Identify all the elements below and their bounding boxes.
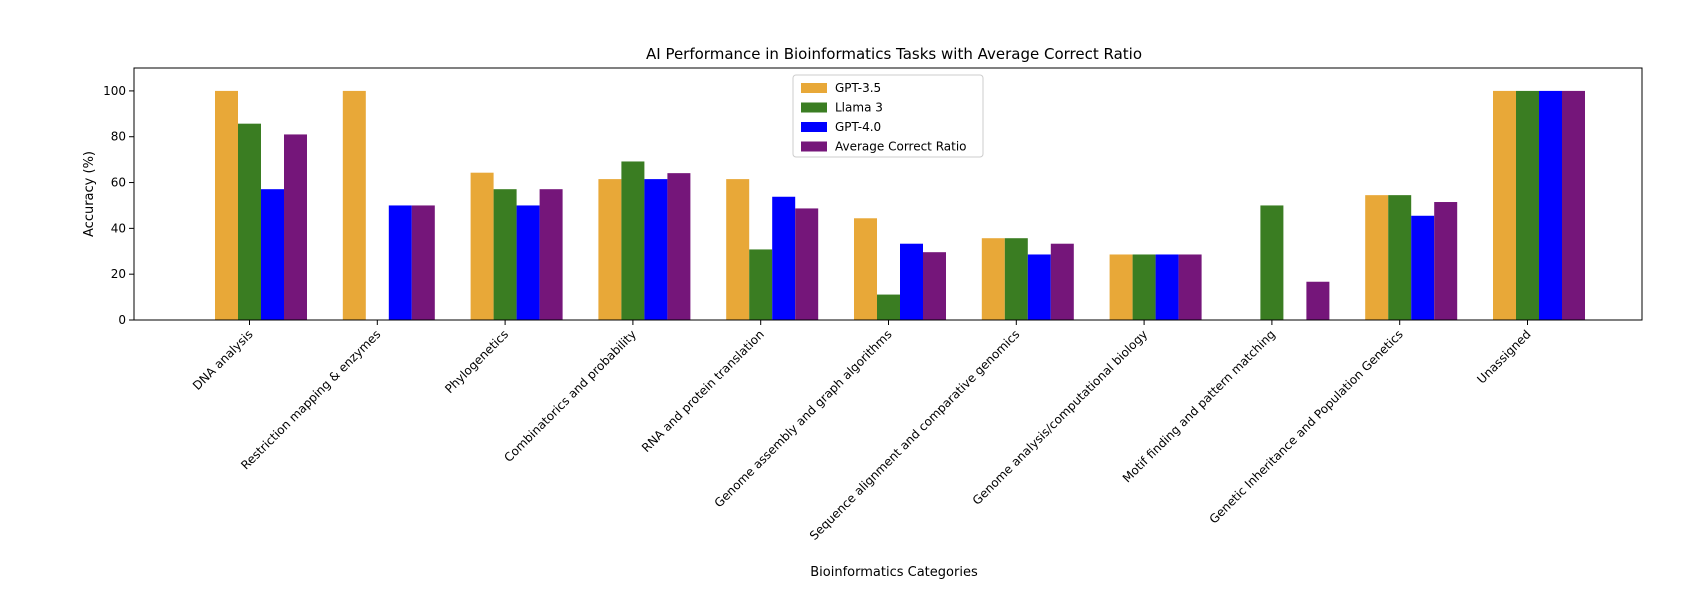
bar-gpt-3-5-2 <box>470 172 494 320</box>
bar-average-correct-ratio-4 <box>795 208 819 320</box>
legend-label: GPT-3.5 <box>835 81 881 95</box>
bar-llama-3-5 <box>877 294 900 320</box>
legend-label: Llama 3 <box>835 101 883 115</box>
bar-llama-3-4 <box>749 249 773 320</box>
x-tick-label: Restriction mapping & enzymes <box>238 327 383 472</box>
x-tick-label: Combinatorics and probability <box>501 327 639 465</box>
x-axis-label: Bioinformatics Categories <box>810 565 978 580</box>
x-tick-label: Motif finding and pattern matching <box>1120 327 1278 485</box>
bar-llama-3-0 <box>238 123 261 320</box>
x-tick-label: Phylogenetics <box>442 327 511 396</box>
legend-label: GPT-4.0 <box>835 120 881 134</box>
x-tick-label: Unassigned <box>1474 327 1533 386</box>
bars-group <box>215 90 1585 320</box>
legend-swatch <box>801 83 827 93</box>
x-tick-label: Sequence alignment and comparative genom… <box>807 327 1023 543</box>
x-tick-label: RNA and protein translation <box>639 327 767 455</box>
bar-gpt-3-5-10 <box>1493 90 1516 320</box>
bar-average-correct-ratio-9 <box>1434 202 1458 320</box>
bar-gpt-3-5-0 <box>215 90 238 320</box>
legend-box <box>792 74 984 158</box>
bar-average-correct-ratio-3 <box>667 173 691 320</box>
y-tick-label: 60 <box>111 176 126 190</box>
legend-label: Average Correct Ratio <box>835 140 967 154</box>
bar-gpt-4-0-7 <box>1155 254 1179 320</box>
x-tick-label: DNA analysis <box>190 327 256 393</box>
chart-title: AI Performance in Bioinformatics Tasks w… <box>646 45 1142 63</box>
bar-average-correct-ratio-10 <box>1562 90 1585 320</box>
bar-gpt-4-0-0 <box>261 189 284 320</box>
y-tick-label: 80 <box>111 130 126 144</box>
bar-llama-3-3 <box>621 161 645 320</box>
y-tick-label: 100 <box>103 84 126 98</box>
bar-gpt-4-0-3 <box>644 179 668 320</box>
bar-llama-3-10 <box>1516 90 1539 320</box>
bar-llama-3-8 <box>1260 205 1284 320</box>
bar-gpt-3-5-4 <box>726 179 750 320</box>
bar-average-correct-ratio-5 <box>923 252 946 320</box>
legend-swatch <box>801 102 827 113</box>
legend-swatch <box>801 122 827 132</box>
bar-llama-3-2 <box>493 189 517 320</box>
bar-llama-3-6 <box>1004 238 1028 320</box>
bar-average-correct-ratio-6 <box>1050 243 1074 320</box>
bar-average-correct-ratio-2 <box>539 189 563 320</box>
bar-gpt-3-5-6 <box>981 238 1005 320</box>
bar-gpt-3-5-5 <box>854 218 877 320</box>
bar-gpt-4-0-2 <box>516 205 540 320</box>
bar-gpt-3-5-3 <box>598 179 622 320</box>
bar-gpt-4-0-10 <box>1539 90 1562 320</box>
bar-gpt-4-0-4 <box>772 196 796 320</box>
bar-gpt-3-5-7 <box>1109 254 1133 320</box>
bar-average-correct-ratio-1 <box>411 205 435 320</box>
y-tick-label: 40 <box>111 221 126 235</box>
y-axis-label: Accuracy (%) <box>82 151 97 237</box>
y-tick-label: 0 <box>118 313 126 327</box>
bar-llama-3-9 <box>1388 195 1412 320</box>
y-tick-label: 20 <box>111 267 126 281</box>
x-tick-label: Genetic Inheritance and Population Genet… <box>1207 327 1406 526</box>
legend-swatch <box>801 141 827 152</box>
y-axis: 0 20 40 60 80 100 <box>103 84 134 327</box>
bar-gpt-4-0-6 <box>1027 254 1051 320</box>
bar-average-correct-ratio-0 <box>284 134 307 320</box>
legend: GPT-3.5 Llama 3 GPT-4.0 Average Correct Rat… <box>792 74 984 158</box>
bar-gpt-4-0-1 <box>388 205 412 320</box>
bar-gpt-3-5-9 <box>1365 195 1389 320</box>
bar-gpt-4-0-9 <box>1411 215 1435 320</box>
bar-average-correct-ratio-8 <box>1306 281 1330 320</box>
bar-gpt-3-5-1 <box>342 90 366 320</box>
bar-gpt-4-0-5 <box>900 243 923 320</box>
bar-llama-3-7 <box>1132 254 1156 320</box>
bar-average-correct-ratio-7 <box>1178 254 1202 320</box>
